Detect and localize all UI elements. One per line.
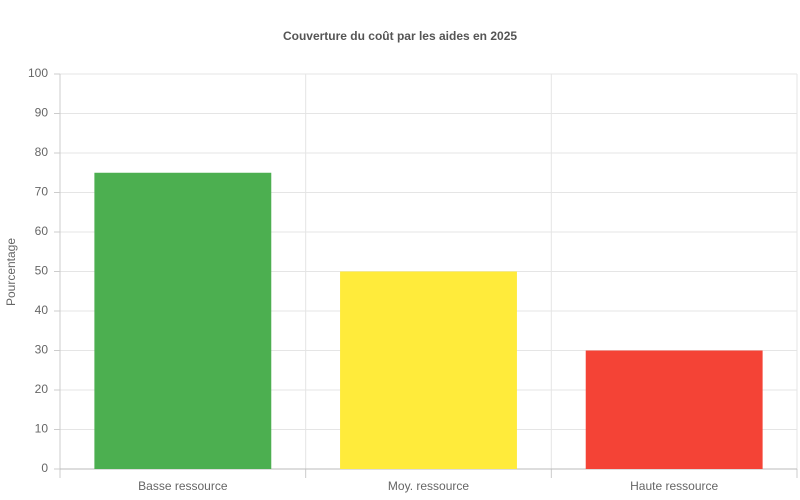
bar <box>585 350 763 469</box>
y-tick-label: 90 <box>35 106 49 120</box>
x-tick-label: Moy. ressource <box>388 479 469 493</box>
x-tick-label: Basse ressource <box>138 479 228 493</box>
y-tick-label: 50 <box>35 264 49 278</box>
y-tick-label: 80 <box>35 145 49 159</box>
y-tick-label: 100 <box>28 66 48 80</box>
y-tick-label: 0 <box>41 461 48 475</box>
y-tick-label: 40 <box>35 303 49 317</box>
y-tick-label: 20 <box>35 382 49 396</box>
y-tick-label: 60 <box>35 224 49 238</box>
y-axis-label: Pourcentage <box>4 238 18 306</box>
y-tick-label: 30 <box>35 343 49 357</box>
y-tick-label: 70 <box>35 185 49 199</box>
y-tick-label: 10 <box>35 422 49 436</box>
x-tick-label: Haute ressource <box>630 479 718 493</box>
bar <box>94 172 272 469</box>
chart-title: Couverture du coût par les aides en 2025 <box>283 29 517 43</box>
bar <box>340 271 517 469</box>
